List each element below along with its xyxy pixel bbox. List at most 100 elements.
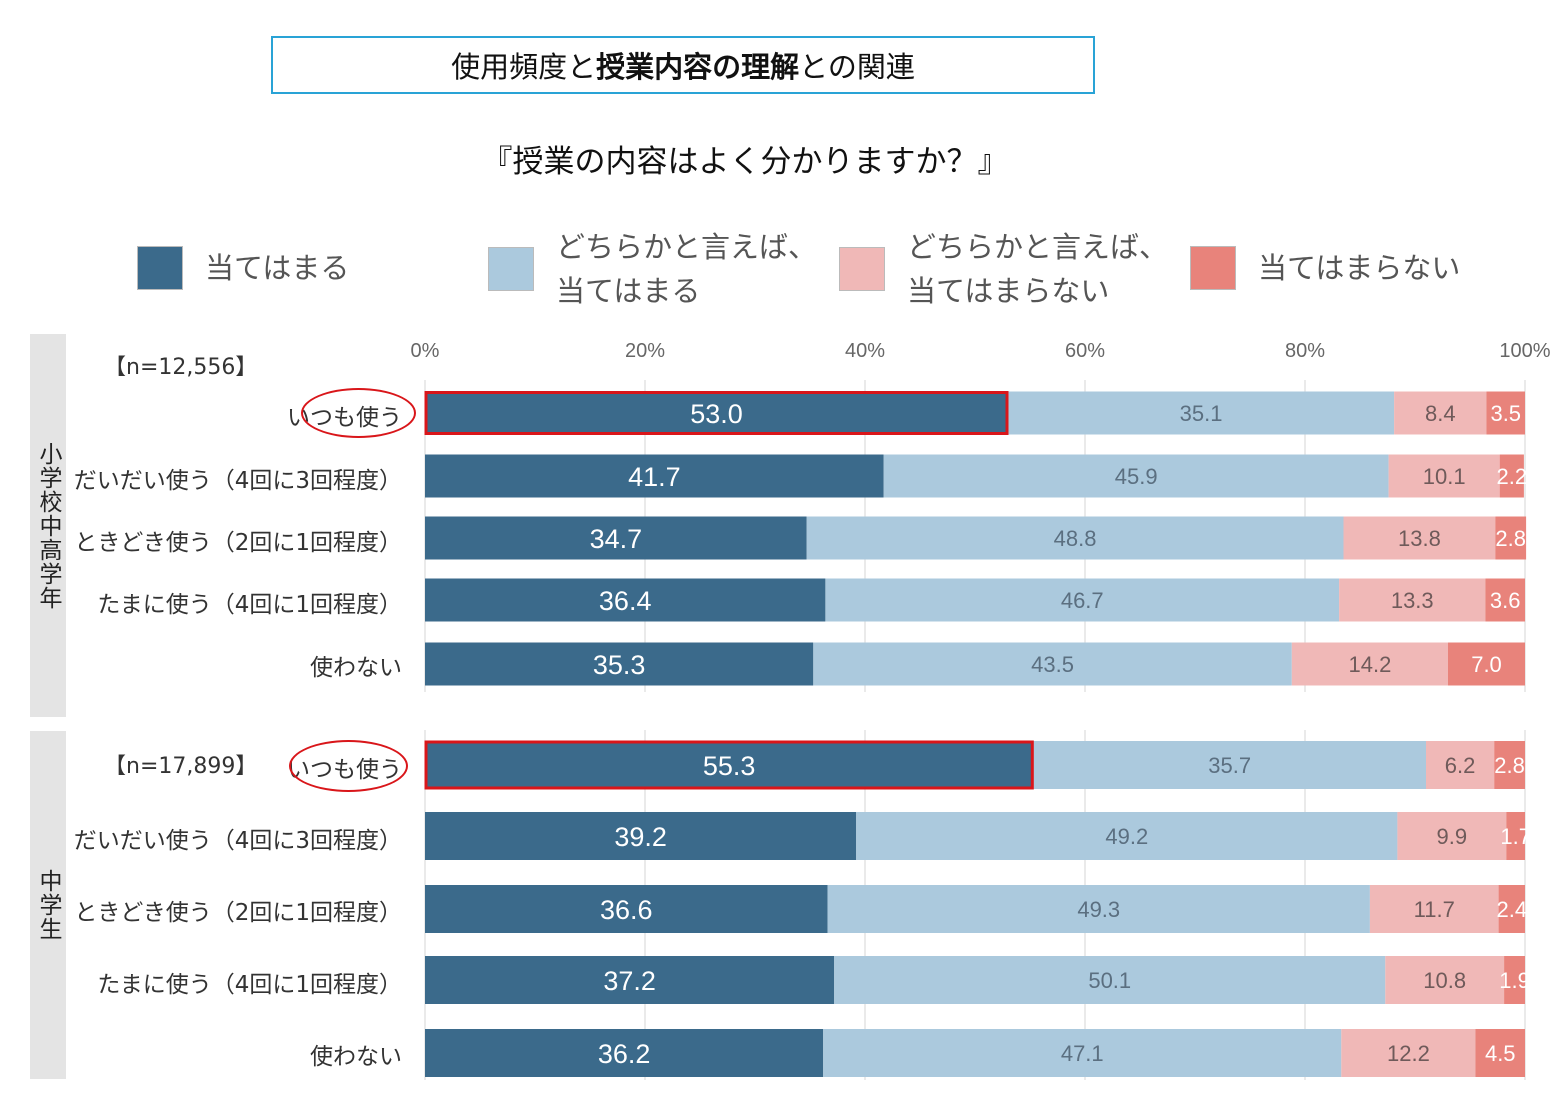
highlight-outline [424,391,1009,435]
data-label: 35.1 [1180,401,1223,426]
data-label: 36.4 [599,586,652,616]
x-tick-label: 0% [411,340,440,362]
category-label: たまに使う（4回に1回程度） [97,972,402,998]
highlight-ellipse [289,740,408,792]
data-label: 2.4 [1497,897,1528,922]
bar-segment [1343,516,1496,560]
bar-segment [823,1029,1342,1077]
bar-segment [1369,885,1499,933]
legend-item-dochira-atehamaru: どちらかと言えば、 当てはまる [488,225,817,313]
category-label: たまに使う（4回に1回程度） [97,592,402,618]
data-label: 39.2 [614,822,667,852]
data-label: 8.4 [1425,401,1456,426]
bar-segment [425,885,828,933]
data-label: 49.2 [1105,824,1148,849]
data-label: 6.2 [1445,753,1476,778]
bar-segment [425,956,835,1004]
bar-segment [1494,741,1525,789]
survey-question: 『授業の内容はよく分かりますか？』 [481,144,1009,180]
title-suffix: との関連 [799,50,915,84]
bar-segment [1486,391,1525,435]
bar-segment [806,516,1344,560]
bar-segment [1008,391,1395,435]
highlight-ellipse [301,388,416,438]
legend-item-dochira-atehamaranai: どちらかと言えば、 当てはまらない [839,225,1168,313]
legend-swatch [137,246,183,290]
data-label: 34.7 [590,524,643,554]
group-label: 小学校中高学年 [35,441,61,610]
bar-segment [834,956,1386,1004]
bar-segment [1495,516,1527,560]
bar-segment [425,1029,824,1077]
data-label: 36.2 [598,1039,651,1069]
bar-segment [425,741,1034,789]
data-label: 2.8 [1494,753,1525,778]
data-label: 4.5 [1485,1041,1516,1066]
data-label: 45.9 [1115,464,1158,489]
sample-size-label: 【n=17,899】 [104,754,258,779]
data-label: 7.0 [1471,652,1502,677]
data-label: 2.8 [1495,526,1526,551]
bar-segment [425,454,884,498]
data-label: 46.7 [1061,588,1104,613]
data-label: 13.8 [1398,526,1441,551]
bar-segment [1388,454,1500,498]
data-label: 3.6 [1490,588,1521,613]
data-label: 10.1 [1423,464,1466,489]
legend-label: どちらかと言えば、 当てはまらない [907,230,1169,308]
category-label: 使わない [310,655,402,681]
bar-segment [883,454,1389,498]
data-label: 49.3 [1077,897,1120,922]
x-tick-label: 40% [845,340,885,362]
legend-label: 当てはまらない [1258,251,1461,285]
x-axis-ticks: 0% 20% 40% 60% 80% 100% [411,340,1551,362]
bar-segment [813,642,1292,686]
data-label: 2.2 [1497,464,1528,489]
legend-swatch [1190,246,1236,290]
title-bold: 授業内容の理解 [596,50,800,84]
bar-segment [1341,1029,1476,1077]
x-tick-label: 20% [625,340,665,362]
data-label: 36.6 [600,895,653,925]
chart-title-box: 使用頻度と 授業内容の理解 との関連 [271,36,1095,94]
bar-segment [1485,578,1525,622]
data-label: 53.0 [690,399,743,429]
data-label: 35.7 [1208,753,1251,778]
bar-segment [1291,642,1448,686]
bar-segment [1033,741,1426,789]
category-label: ときどき使う（2回に1回程度） [74,900,402,926]
x-tick-label: 80% [1285,340,1325,362]
legend-label: 当てはまる [205,251,350,285]
data-label: 1.9 [1499,968,1530,993]
category-label: 使わない [310,1044,402,1070]
data-label: 14.2 [1348,652,1391,677]
data-label: 43.5 [1031,652,1074,677]
bar-segment [1385,956,1505,1004]
bar-segment [1339,578,1486,622]
bar-segment [1394,391,1487,435]
bar-segment [425,578,826,622]
legend-swatch [839,247,885,291]
bar-segment [1506,812,1525,860]
data-label: 9.9 [1437,824,1468,849]
data-label: 1.7 [1500,824,1531,849]
group-band-junior-high: 中学生 [30,731,66,1079]
bar-segment [425,642,814,686]
legend-label: どちらかと言えば、 当てはまる [556,230,818,308]
data-label: 35.3 [593,650,646,680]
bar-segment [425,516,807,560]
data-label: 50.1 [1088,968,1131,993]
bar-segment [1426,741,1495,789]
data-label: 37.2 [603,966,656,996]
data-label: 41.7 [628,462,681,492]
x-tick-label: 100% [1499,340,1550,362]
legend-item-atehamaranai: 当てはまらない [1190,246,1460,290]
bar-segment [425,391,1008,435]
bar-segment [825,578,1340,622]
data-label: 12.2 [1387,1041,1430,1066]
title-prefix: 使用頻度と [451,50,597,84]
bar-segment [1448,642,1525,686]
category-label: ときどき使う（2回に1回程度） [74,530,402,556]
data-label: 3.5 [1490,401,1521,426]
